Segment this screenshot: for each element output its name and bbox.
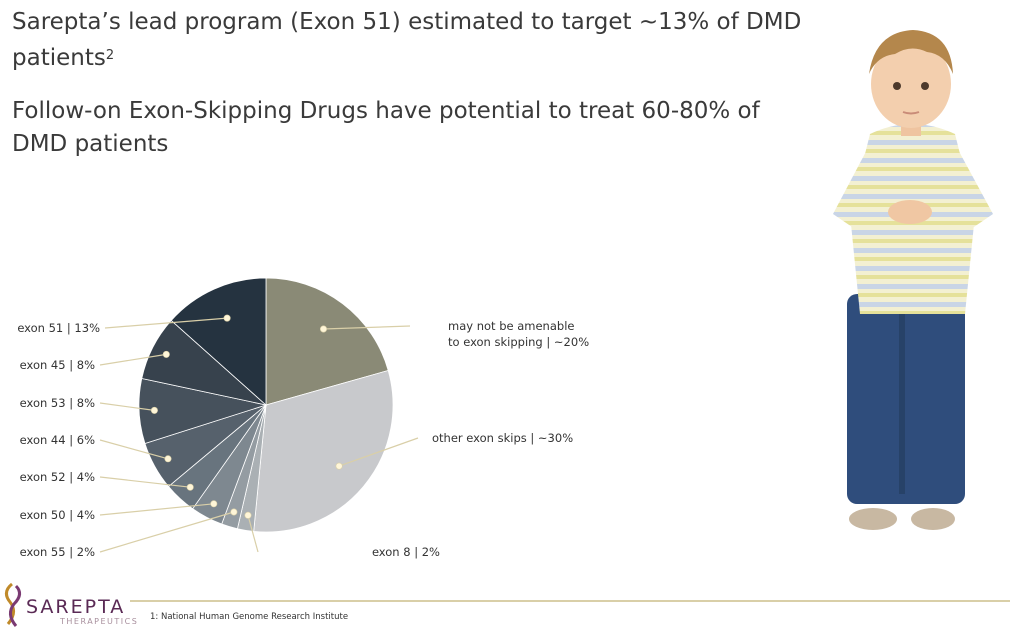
- leader-line-exon-52-4: [99, 476, 191, 488]
- headline-lead-program-text: Sarepta’s lead program (Exon 51) estimat…: [12, 9, 802, 71]
- pie-label-exon-55-2: exon 55 | 2%: [20, 545, 95, 559]
- brand-subtitle: THERAPEUTICS: [60, 617, 139, 626]
- pie-marker-exon-51-13: [223, 314, 231, 322]
- pie-label-may-not-be-amenable-line2: to exon skipping | ~20%: [448, 335, 589, 349]
- pie-label-exon-8-2: exon 8 | 2%: [372, 545, 440, 559]
- pie-marker-exon-55-2: [230, 508, 238, 516]
- pie-slice-other-exon-skips-30: [253, 369, 394, 533]
- leader-line-exon-44-6: [99, 439, 169, 460]
- pie-label-exon-52-4: exon 52 | 4%: [20, 470, 95, 484]
- headline-lead-program: Sarepta’s lead program (Exon 51) estimat…: [12, 6, 812, 75]
- leader-line-exon-50-4: [99, 503, 214, 516]
- footnote-marker: 2: [105, 48, 115, 63]
- pie-label-exon-50-4: exon 50 | 4%: [20, 508, 95, 522]
- child-photo: [833, 30, 993, 530]
- pie-label-exon-51-13: exon 51 | 13%: [17, 321, 100, 335]
- leader-line-exon-51-13: [104, 317, 228, 329]
- pie-label-other-exon-skips-30: other exon skips | ~30%: [432, 431, 573, 445]
- pie-marker-exon-8-2: [244, 511, 252, 519]
- pie-label-exon-53-8: exon 53 | 8%: [20, 396, 95, 410]
- leader-line-may-not-be-amenable: [323, 325, 411, 330]
- leader-line-exon-8-2: [247, 515, 259, 553]
- pie-slice-may-not-be-amenable: [265, 277, 389, 406]
- pie-marker-exon-52-4: [186, 483, 194, 491]
- pie-chart: may not be amenable to exon skipping | ~2…: [17, 277, 589, 559]
- pie-marker-exon-50-4: [210, 500, 218, 508]
- pie-label-exon-45-8: exon 45 | 8%: [20, 358, 95, 372]
- leader-line-other-exon-skips-30: [338, 437, 419, 467]
- leader-line-exon-45-8: [99, 353, 167, 366]
- headline-follow-on: Follow-on Exon-Skipping Drugs have poten…: [12, 98, 760, 157]
- pie-marker-other-exon-skips-30: [335, 462, 343, 470]
- leader-line-exon-55-2: [99, 511, 235, 553]
- pie-marker-exon-44-6: [164, 455, 172, 463]
- footnote: 1: National Human Genome Research Instit…: [150, 612, 349, 622]
- brand-name: SAREPTA: [26, 596, 126, 618]
- pie-slice-exon-51-13: [170, 277, 267, 406]
- footer-rule: [130, 600, 1010, 602]
- leader-line-exon-53-8: [99, 402, 155, 411]
- pie-marker-may-not-be-amenable: [319, 325, 327, 333]
- pie-marker-exon-45-8: [162, 350, 170, 358]
- sarepta-logo-icon: [5, 582, 21, 627]
- pie-label-exon-44-6: exon 44 | 6%: [20, 433, 95, 447]
- pie-marker-exon-53-8: [150, 406, 158, 414]
- pie-label-may-not-be-amenable: may not be amenable: [448, 319, 574, 333]
